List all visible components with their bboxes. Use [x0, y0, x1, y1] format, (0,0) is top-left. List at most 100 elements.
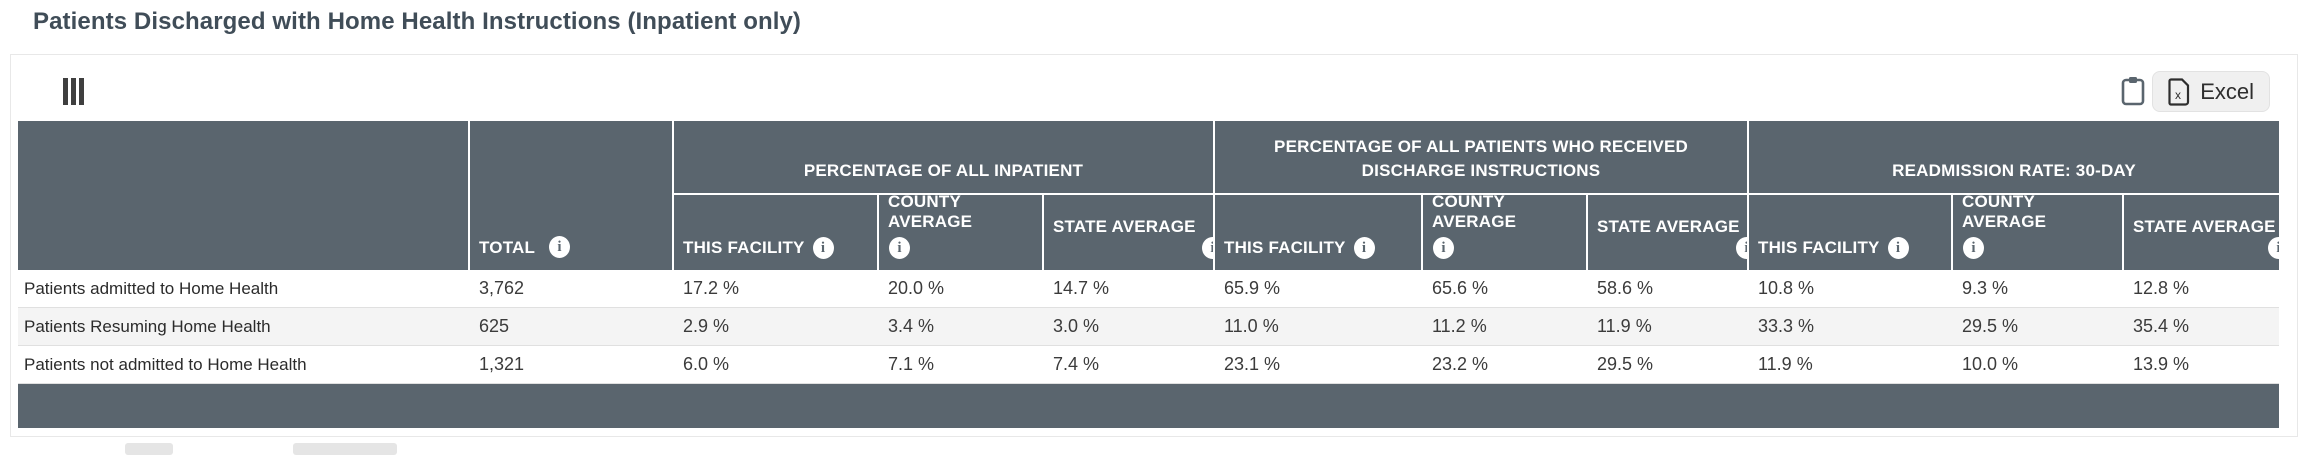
- info-icon[interactable]: i: [549, 236, 571, 258]
- cell-value: 10.8 %: [1758, 278, 1815, 298]
- column-header-county-average-readmission: COUNTY AVERAGE i: [1953, 195, 2122, 270]
- cell-value: 20.0 %: [888, 278, 945, 298]
- cell-value: 35.4 %: [2133, 316, 2190, 336]
- table-row: Patients not admitted to Home Health 1,3…: [18, 346, 2279, 384]
- cell-value: 14.7 %: [1053, 278, 1110, 298]
- table-row: Patients Resuming Home Health 625 2.9 % …: [18, 308, 2279, 346]
- info-glyph: i: [1210, 239, 1213, 256]
- column-header-total: TOTAL i: [470, 121, 672, 270]
- column-group-percentage-of-all-inpatient: PERCENTAGE OF ALL INPATIENT: [674, 121, 1213, 193]
- column-group-label: PERCENTAGE OF ALL PATIENTS WHO RECEIVED …: [1274, 136, 1688, 181]
- column-header-label: COUNTY AVERAGE: [1432, 195, 1517, 231]
- cell-value: 23.2 %: [1432, 354, 1489, 374]
- column-header-label: STATE AVERAGE: [1597, 217, 1740, 236]
- cell-value: 10.0 %: [1962, 354, 2019, 374]
- excel-button-label: Excel: [2200, 78, 2254, 104]
- cell-value: 17.2 %: [683, 278, 740, 298]
- cut-off-button-1[interactable]: [125, 443, 173, 455]
- info-icon[interactable]: i: [1963, 237, 1984, 259]
- cell-value: 12.8 %: [2133, 278, 2190, 298]
- grip-vertical-icon[interactable]: [63, 78, 85, 105]
- column-header-label: COUNTY AVERAGE: [888, 195, 973, 231]
- info-icon[interactable]: i: [1887, 237, 1909, 259]
- info-glyph: i: [557, 238, 562, 255]
- info-glyph: i: [2276, 239, 2279, 256]
- cell-value: 6.0 %: [683, 354, 730, 374]
- column-header-this-facility-inpatient: THIS FACILITY i: [674, 195, 877, 270]
- cell-total: 1,321: [479, 354, 525, 374]
- column-group-readmission-rate-30-day: READMISSION RATE: 30-DAY: [1749, 121, 2279, 193]
- cell-value: 9.3 %: [1962, 278, 2009, 298]
- column-header-county-average-discharge: COUNTY AVERAGE i: [1423, 195, 1586, 270]
- cell-value: 11.2 %: [1432, 316, 1487, 336]
- cell-value: 3.4 %: [888, 316, 935, 336]
- cell-value: 7.4 %: [1053, 354, 1100, 374]
- info-icon[interactable]: i: [812, 237, 834, 259]
- column-header-label: THIS FACILITY: [1224, 238, 1346, 257]
- table-footer-bar: [18, 384, 2279, 428]
- excel-file-icon: x: [2168, 77, 2190, 106]
- cut-off-button-2[interactable]: [293, 443, 397, 455]
- cell-value: 33.3 %: [1758, 316, 1815, 336]
- column-header-state-average-readmission: STATE AVERAGE i: [2124, 195, 2279, 270]
- info-glyph: i: [897, 239, 902, 256]
- row-label: Patients not admitted to Home Health: [24, 354, 307, 374]
- info-icon[interactable]: i: [1736, 237, 1747, 259]
- info-glyph: i: [1971, 239, 1976, 256]
- column-group-percentage-received-discharge-instructions: PERCENTAGE OF ALL PATIENTS WHO RECEIVED …: [1215, 121, 1747, 193]
- column-header-label: THIS FACILITY: [683, 238, 805, 257]
- svg-text:x: x: [2175, 88, 2181, 102]
- column-header-label: STATE AVERAGE: [1053, 217, 1196, 236]
- cell-value: 65.9 %: [1224, 278, 1281, 298]
- column-header-label: THIS FACILITY: [1758, 238, 1880, 257]
- cell-value: 58.6 %: [1597, 278, 1654, 298]
- copy-to-clipboard-button[interactable]: [2121, 75, 2147, 107]
- cell-value: 2.9 %: [683, 316, 730, 336]
- cell-value: 7.1 %: [888, 354, 935, 374]
- grip-bar: [79, 78, 84, 105]
- column-header-this-facility-readmission: THIS FACILITY i: [1749, 195, 1951, 270]
- table-header: TOTAL i PERCENTAGE OF ALL INPATIENT PERC…: [18, 121, 2279, 270]
- cell-value: 13.9 %: [2133, 354, 2190, 374]
- info-glyph: i: [1361, 239, 1367, 256]
- row-label: Patients admitted to Home Health: [24, 278, 279, 298]
- info-glyph: i: [1441, 239, 1446, 256]
- column-header-state-average-inpatient: STATE AVERAGE i: [1044, 195, 1213, 270]
- report-card: x Excel TOTAL i PERCENTAGE OF ALL INPATI…: [10, 54, 2298, 437]
- page-title: Patients Discharged with Home Health Ins…: [33, 8, 802, 35]
- cell-value: 3.0 %: [1053, 316, 1100, 336]
- cell-total: 625: [479, 316, 510, 336]
- cell-value: 29.5 %: [1597, 354, 1654, 374]
- cell-value: 23.1 %: [1224, 354, 1281, 374]
- grip-bar: [63, 78, 68, 105]
- column-group-label: READMISSION RATE: 30-DAY: [1892, 161, 2136, 181]
- info-icon[interactable]: i: [1202, 237, 1213, 259]
- info-icon[interactable]: i: [1353, 237, 1375, 259]
- column-group-label: PERCENTAGE OF ALL INPATIENT: [803, 161, 1084, 181]
- column-header-label: STATE AVERAGE: [2133, 217, 2276, 236]
- column-header-label: TOTAL: [479, 238, 536, 257]
- info-glyph: i: [1895, 239, 1901, 256]
- cell-value: 29.5 %: [1962, 316, 2019, 336]
- grip-bar: [71, 78, 76, 105]
- row-label: Patients Resuming Home Health: [24, 316, 271, 336]
- cell-value: 11.9 %: [1597, 316, 1652, 336]
- corner-header-cell: [18, 121, 468, 270]
- table-row: Patients admitted to Home Health 3,762 1…: [18, 270, 2279, 308]
- info-icon[interactable]: i: [889, 237, 910, 259]
- cell-value: 11.9 %: [1758, 354, 1813, 374]
- info-glyph: i: [820, 239, 826, 256]
- info-icon[interactable]: i: [1433, 237, 1454, 259]
- excel-export-button[interactable]: x Excel: [2152, 71, 2270, 112]
- column-header-label: COUNTY AVERAGE: [1962, 195, 2047, 231]
- info-glyph: i: [1744, 239, 1747, 256]
- results-table: TOTAL i PERCENTAGE OF ALL INPATIENT PERC…: [18, 121, 2279, 428]
- cell-total: 3,762: [479, 278, 525, 298]
- column-header-state-average-discharge: STATE AVERAGE i: [1588, 195, 1747, 270]
- info-icon[interactable]: i: [2268, 237, 2279, 259]
- column-header-county-average-inpatient: COUNTY AVERAGE i: [879, 195, 1042, 270]
- cell-value: 11.0 %: [1224, 316, 1279, 336]
- clipboard-icon: [2121, 77, 2145, 106]
- column-header-this-facility-discharge: THIS FACILITY i: [1215, 195, 1421, 270]
- cell-value: 65.6 %: [1432, 278, 1489, 298]
